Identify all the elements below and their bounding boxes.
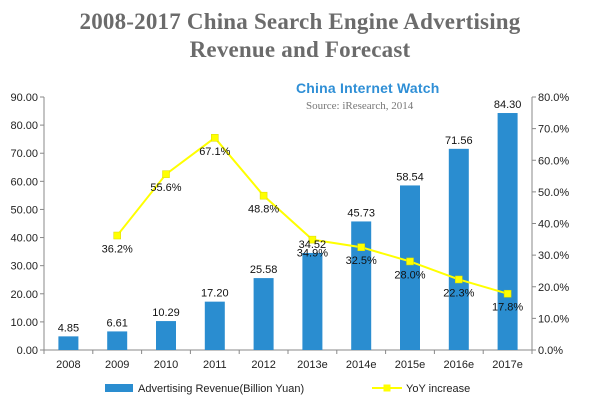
- y-right-tick-label: 50.0%: [538, 187, 569, 199]
- x-tick-label: 2009: [105, 359, 129, 371]
- line-point: [308, 235, 317, 244]
- y-left-tick-label: 30.00: [10, 261, 38, 273]
- line-data-label: 48.8%: [248, 204, 279, 216]
- line-point: [455, 275, 463, 284]
- watermark: China Internet Watch: [296, 80, 440, 96]
- x-tick-label: 2016e: [444, 359, 475, 371]
- bar: [107, 331, 128, 350]
- y-left-tick-label: 10.00: [10, 317, 38, 329]
- y-right-tick-label: 10.0%: [538, 313, 569, 325]
- bar: [448, 148, 469, 350]
- line-data-label: 36.2%: [102, 244, 133, 256]
- bar-data-label: 58.54: [396, 171, 424, 183]
- legend-label-bar: Advertising Revenue(Billion Yuan): [138, 383, 304, 395]
- bar-data-label: 84.30: [494, 99, 522, 111]
- legend-swatch-marker: [383, 384, 391, 392]
- x-tick-label: 2014e: [346, 359, 377, 371]
- y-right-tick-label: 0.0%: [538, 345, 563, 357]
- chart-title-line-2: Revenue and Forecast: [189, 37, 411, 62]
- x-tick-label: 2012: [251, 359, 275, 371]
- line-point: [357, 243, 365, 251]
- y-left-tick-label: 0.00: [17, 345, 38, 357]
- line-point: [503, 289, 512, 298]
- line-data-label: 28.0%: [394, 269, 425, 281]
- source-note: Source: iResearch, 2014: [306, 100, 414, 112]
- x-tick-label: 2013e: [297, 359, 328, 371]
- y-right-tick-label: 60.0%: [538, 155, 569, 167]
- x-tick-label: 2010: [154, 359, 178, 371]
- line-point: [113, 231, 121, 240]
- bar: [351, 221, 372, 350]
- line-data-label: 34.9%: [297, 248, 328, 260]
- bar-data-label: 4.85: [58, 322, 79, 334]
- y-left-tick-label: 40.00: [10, 233, 38, 245]
- bar: [58, 336, 79, 350]
- chart-title-line-1: 2008-2017 China Search Engine Advertisin…: [79, 9, 521, 34]
- bar-data-label: 17.20: [201, 288, 229, 300]
- bar-data-label: 10.29: [152, 307, 180, 319]
- legend-swatch-bar: [105, 384, 133, 392]
- bar: [156, 321, 176, 350]
- legend-label-line: YoY increase: [406, 383, 470, 395]
- x-tick-label: 2017e: [492, 359, 523, 371]
- line-point: [211, 134, 219, 142]
- y-left-tick-label: 20.00: [10, 289, 38, 301]
- bar-data-label: 71.56: [445, 135, 473, 147]
- bar-data-label: 45.73: [347, 207, 375, 219]
- bar-data-label: 6.61: [106, 317, 127, 329]
- x-tick-label: 2008: [56, 359, 80, 371]
- y-left-tick-label: 90.00: [10, 92, 38, 104]
- y-right-tick-label: 30.0%: [538, 250, 569, 262]
- y-left-tick-label: 60.00: [10, 176, 38, 188]
- line-data-label: 67.1%: [199, 146, 230, 158]
- line-data-label: 17.8%: [492, 302, 523, 314]
- y-left-tick-label: 70.00: [10, 148, 38, 160]
- line-data-label: 32.5%: [346, 255, 377, 267]
- y-right-tick-label: 70.0%: [538, 124, 569, 136]
- bar: [497, 113, 518, 350]
- bar: [400, 185, 420, 350]
- bar: [302, 252, 323, 350]
- line-point: [259, 191, 268, 200]
- line-point: [406, 257, 414, 266]
- bar: [204, 301, 225, 350]
- y-left-tick-label: 50.00: [10, 204, 38, 216]
- x-tick-label: 2015e: [395, 359, 426, 371]
- line-data-label: 55.6%: [150, 182, 181, 194]
- y-left-tick-label: 80.00: [10, 120, 38, 132]
- bar-data-label: 25.58: [250, 264, 278, 276]
- bar: [253, 278, 274, 350]
- x-tick-label: 2011: [203, 359, 227, 371]
- bar-data-label: 34.52: [299, 239, 327, 251]
- line-point: [162, 170, 170, 178]
- y-right-tick-label: 20.0%: [538, 282, 569, 294]
- line-data-label: 22.3%: [443, 287, 474, 299]
- y-right-tick-label: 80.0%: [538, 92, 569, 104]
- chart-title: 2008-2017 China Search Engine Advertisin…: [0, 8, 600, 64]
- y-right-tick-label: 40.0%: [538, 219, 569, 231]
